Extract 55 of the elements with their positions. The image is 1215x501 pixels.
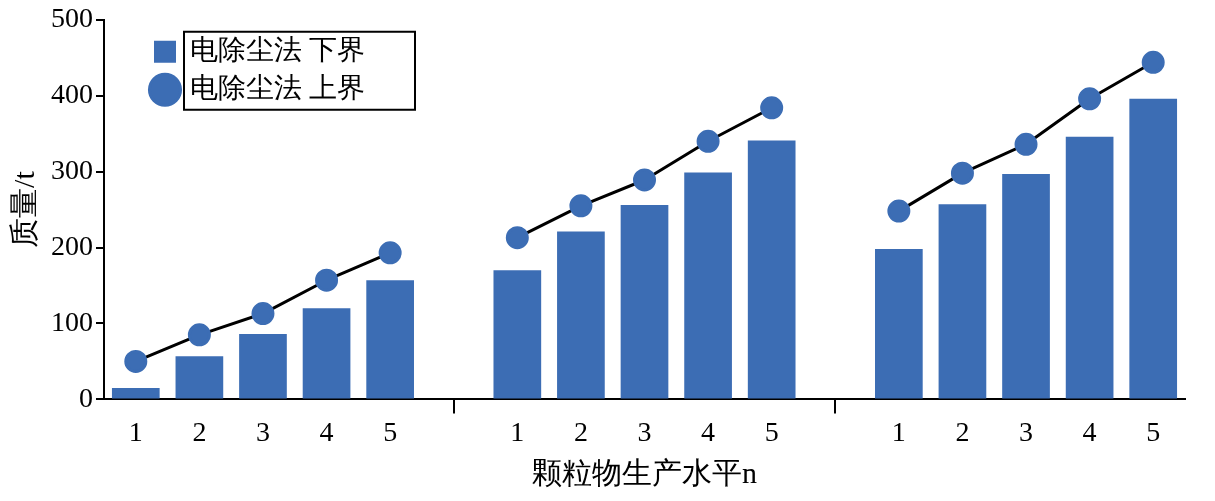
bar — [175, 356, 224, 399]
y-tick-label: 200 — [51, 229, 93, 261]
point — [950, 161, 974, 185]
bar — [557, 231, 605, 399]
bar — [111, 388, 160, 399]
y-tick-label: 400 — [51, 78, 93, 110]
x-tick-label: 5 — [1146, 415, 1161, 447]
x-tick-label: 3 — [637, 415, 652, 447]
y-tick-label: 300 — [51, 154, 93, 185]
x-tick-label: 4 — [701, 415, 716, 447]
y-tick-label: 500 — [51, 2, 93, 34]
point — [187, 323, 211, 347]
bar — [366, 280, 414, 399]
bar — [747, 140, 796, 399]
y-tick-label: 100 — [51, 305, 93, 337]
point — [569, 194, 593, 218]
y-tick-label: 0 — [79, 381, 93, 413]
point — [696, 129, 720, 153]
x-tick-label: 1 — [891, 415, 906, 447]
bar — [1002, 173, 1050, 399]
bar — [493, 270, 542, 399]
bar — [302, 308, 351, 399]
point — [1078, 87, 1102, 111]
x-tick-label: 3 — [1019, 415, 1034, 447]
x-tick-label: 5 — [764, 415, 779, 447]
point — [887, 199, 911, 223]
x-tick-label: 2 — [192, 415, 207, 447]
point — [124, 349, 148, 373]
x-tick-label: 5 — [383, 415, 398, 447]
x-tick-label: 2 — [955, 415, 970, 447]
bar — [875, 249, 923, 399]
point — [378, 241, 402, 265]
bar — [1129, 98, 1178, 399]
bar — [684, 172, 732, 399]
x-tick-label: 2 — [573, 415, 588, 447]
point — [315, 268, 339, 292]
bar — [239, 334, 287, 399]
x-tick-label: 4 — [319, 415, 334, 447]
point — [633, 168, 656, 192]
x-tick-label: 1 — [510, 415, 525, 447]
bar — [620, 205, 669, 399]
x-tick-label: 4 — [1082, 415, 1097, 447]
bar — [938, 204, 987, 399]
y-axis-title: 质量/t — [6, 170, 40, 248]
point — [505, 226, 529, 250]
x-tick-label: 1 — [128, 415, 143, 447]
x-axis-title: 颗粒物生产水平n — [532, 455, 757, 489]
x-tick-label: 3 — [255, 415, 270, 447]
bar — [1065, 136, 1114, 399]
point — [1141, 50, 1165, 74]
legend-label: 电除尘法 下界 — [190, 34, 365, 66]
point — [1014, 132, 1038, 156]
legend-label: 电除尘法 上界 — [190, 72, 365, 104]
point — [251, 302, 275, 326]
point — [760, 96, 784, 120]
